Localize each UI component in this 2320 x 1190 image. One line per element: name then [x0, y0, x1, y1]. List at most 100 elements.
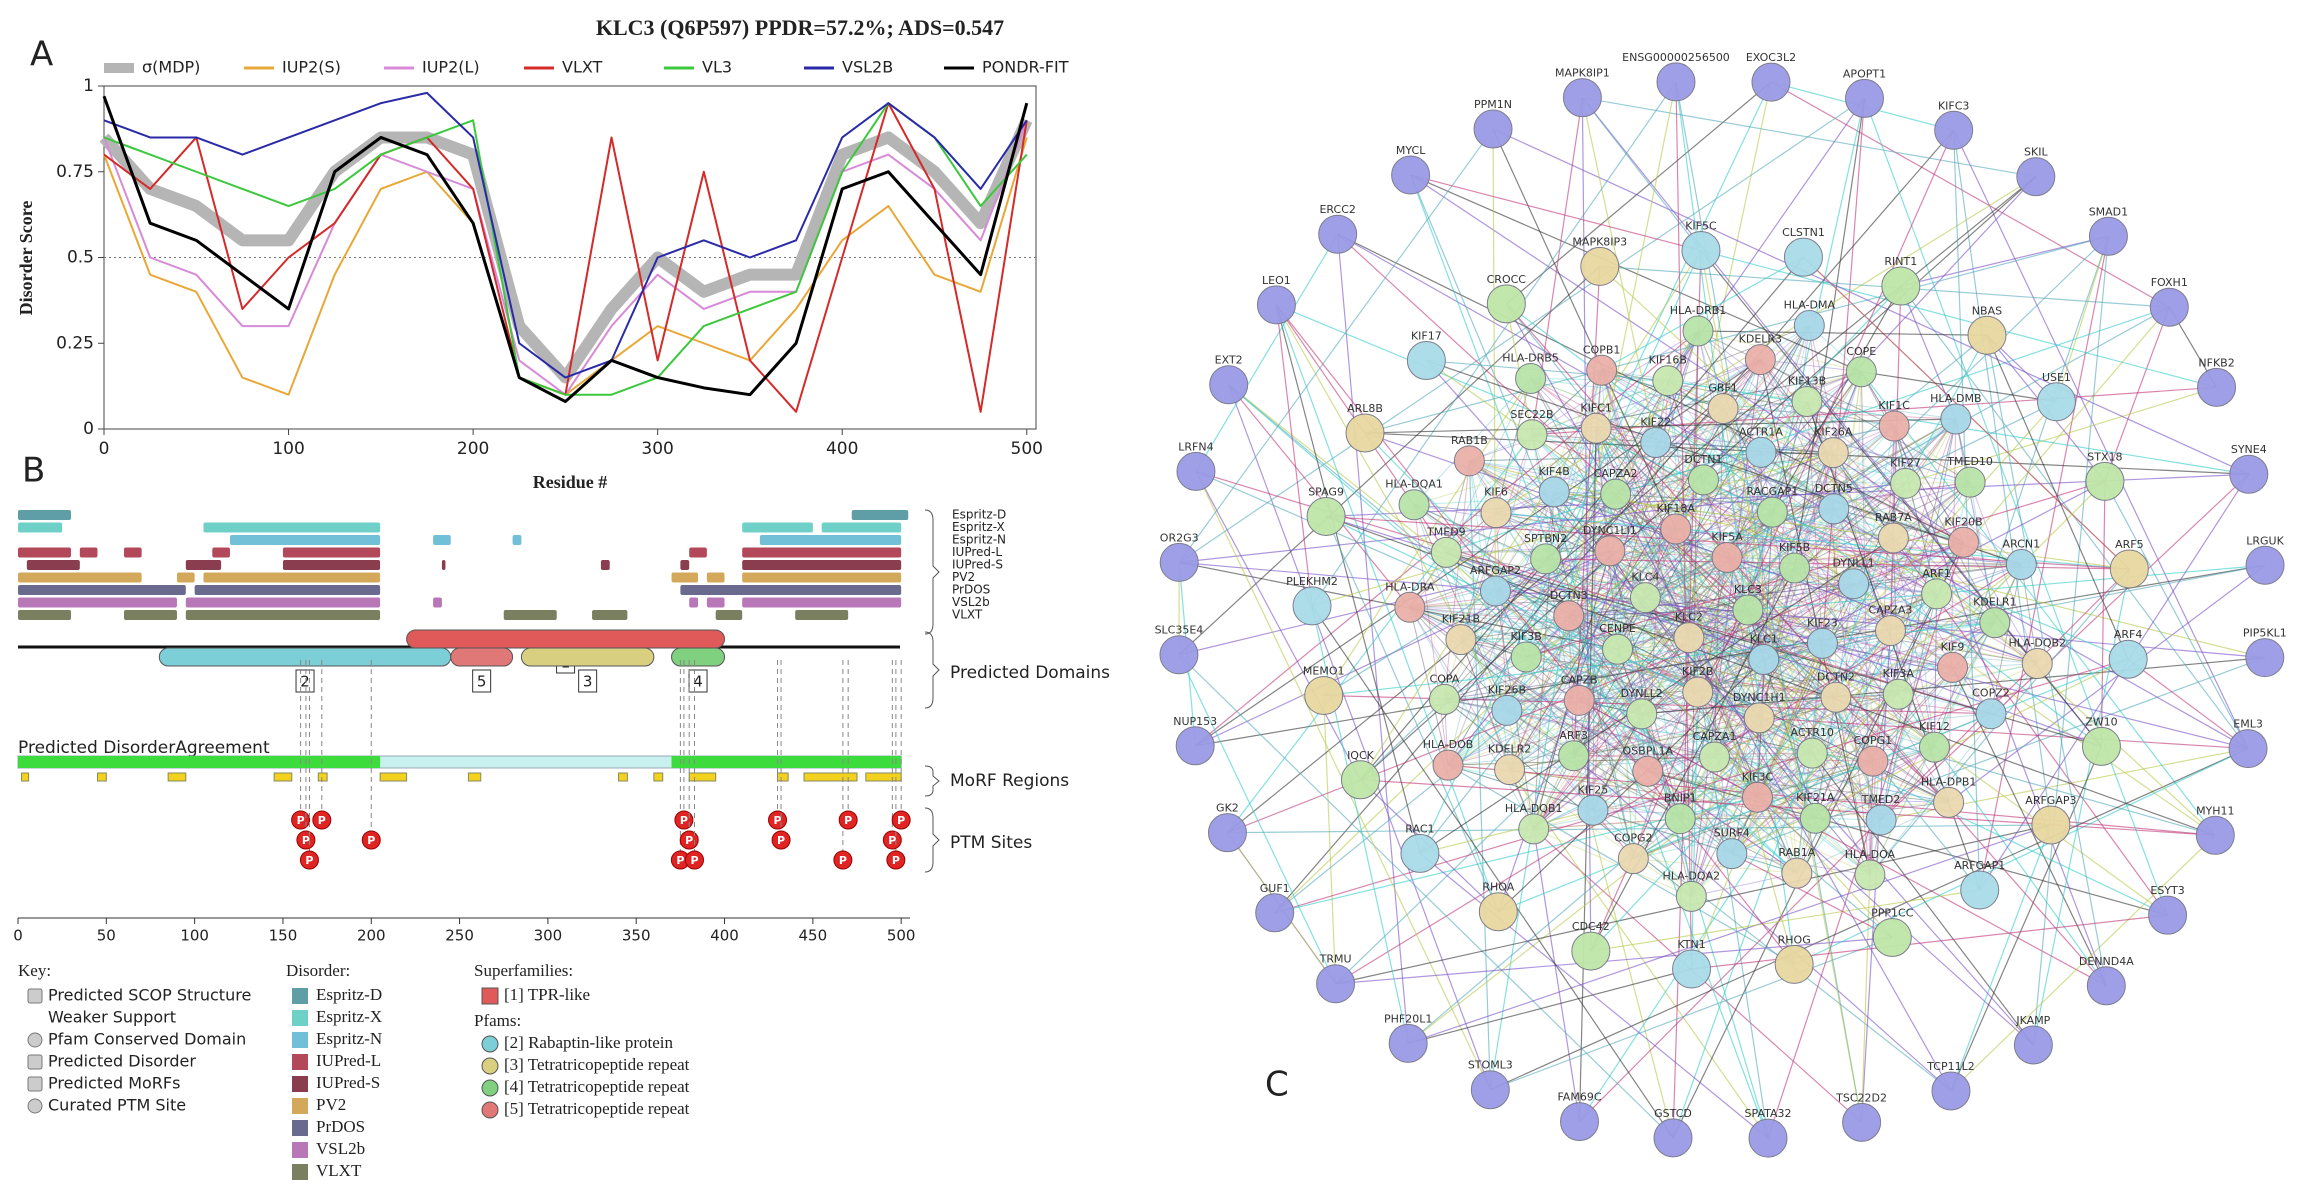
disorder-segment — [433, 535, 451, 545]
network-node — [1857, 745, 1889, 777]
node-label: MYH11 — [2196, 804, 2234, 817]
network-node — [1954, 466, 1986, 498]
edge — [1950, 746, 2102, 1092]
x-tick-label: 50 — [97, 927, 116, 945]
network-node — [2229, 454, 2269, 494]
disorder-segment — [742, 597, 902, 608]
edge — [1615, 493, 1834, 510]
section-label: Predicted DisorderAgreement — [18, 738, 270, 758]
edge — [2100, 481, 2106, 747]
edge — [1460, 639, 1535, 830]
disorder-segment — [282, 547, 381, 558]
edge — [1410, 174, 1862, 373]
node-label: SMAD1 — [2089, 205, 2128, 218]
key-label: Espritz-D — [316, 985, 382, 1004]
node-label: KLC3 — [1734, 583, 1762, 596]
key-swatch — [292, 1142, 308, 1158]
network-node — [1398, 489, 1430, 521]
ptm-symbol: P — [690, 854, 698, 867]
network-node — [1732, 594, 1764, 626]
edge — [1409, 606, 1764, 660]
node-label: HLA-DRB5 — [1502, 351, 1559, 364]
network-node — [1921, 578, 1953, 610]
key-icon — [27, 1032, 43, 1048]
key-swatch — [481, 1101, 499, 1119]
edge — [1509, 408, 1724, 770]
node-label: HLA-DMB — [1930, 392, 1981, 405]
network-node — [1878, 410, 1910, 442]
network-node — [1937, 651, 1969, 683]
edge — [1364, 235, 2109, 434]
network-node — [1562, 78, 1602, 118]
node-label: KIFC1 — [1580, 401, 1611, 414]
edge — [1311, 81, 1677, 607]
network-node — [1306, 496, 1346, 536]
edge — [1679, 401, 2057, 820]
edge — [1796, 760, 1874, 874]
x-tick-label: 400 — [710, 927, 739, 945]
node-label: SPTBN2 — [1524, 532, 1567, 545]
network-node — [1518, 813, 1550, 845]
ptm-site — [685, 850, 705, 870]
edge — [1872, 622, 1996, 762]
node-label: MAPK8IP3 — [1572, 235, 1627, 248]
network-node — [1640, 427, 1672, 459]
edge — [1446, 550, 1610, 553]
disorder-segment — [176, 572, 195, 583]
network-node — [1558, 740, 1590, 772]
edge — [1900, 285, 1957, 420]
node-label: KDELR2 — [1488, 743, 1531, 756]
node-label: KIF22 — [1640, 416, 1671, 429]
disorder-segment — [203, 572, 381, 583]
network-node — [1975, 698, 2007, 730]
node-label: ARF5 — [2115, 538, 2144, 551]
ptm-site — [891, 810, 911, 830]
network-node — [1316, 964, 1356, 1004]
edge — [1468, 460, 1491, 1090]
edge — [1747, 512, 1773, 611]
edge — [1617, 425, 1895, 650]
disorder-segment — [821, 522, 902, 533]
network-node — [1656, 62, 1696, 102]
y-tick-label: 0 — [83, 419, 94, 439]
morf — [21, 772, 30, 782]
network-node — [1781, 857, 1813, 889]
network-node — [1304, 676, 1344, 716]
ptm-symbol: P — [297, 814, 305, 827]
disorder-segment — [229, 535, 381, 545]
disorder-segment — [441, 560, 446, 570]
disorder-segment — [503, 610, 557, 620]
edge — [1446, 551, 1618, 650]
network-node — [1741, 781, 1773, 813]
node-label: TMED2 — [1861, 793, 1901, 806]
node-label: ARL8B — [1347, 402, 1383, 415]
edge — [1771, 285, 1902, 513]
network-node — [2149, 287, 2189, 327]
edge — [1722, 408, 1813, 754]
edge — [1447, 713, 1642, 766]
edge — [1530, 378, 1964, 543]
network-node — [1394, 591, 1426, 623]
section-label: Predicted Domains — [950, 663, 1110, 683]
node-label: KIF3A — [1883, 667, 1915, 680]
network-node — [1586, 354, 1618, 386]
network-node — [1933, 786, 1965, 818]
network-node — [1159, 635, 1199, 675]
edge — [1821, 98, 1866, 644]
edge — [1641, 657, 2265, 715]
node-label: LEO1 — [1262, 274, 1291, 287]
edge — [1806, 401, 1823, 644]
edge — [1617, 648, 1715, 758]
node-label: PIP5KL1 — [2243, 627, 2287, 640]
node-label: KIF3C — [1742, 770, 1774, 783]
edge — [1617, 648, 1836, 698]
edge — [1469, 359, 1761, 462]
network-node — [1743, 702, 1775, 734]
network-node — [1818, 493, 1850, 525]
disorder-segment — [592, 610, 628, 620]
disorder-segment — [18, 585, 186, 595]
node-label: FOXH1 — [2151, 276, 2188, 289]
x-tick-label: 250 — [445, 927, 474, 945]
network-node — [1940, 403, 1972, 435]
key-label: Espritz-X — [316, 1007, 382, 1026]
